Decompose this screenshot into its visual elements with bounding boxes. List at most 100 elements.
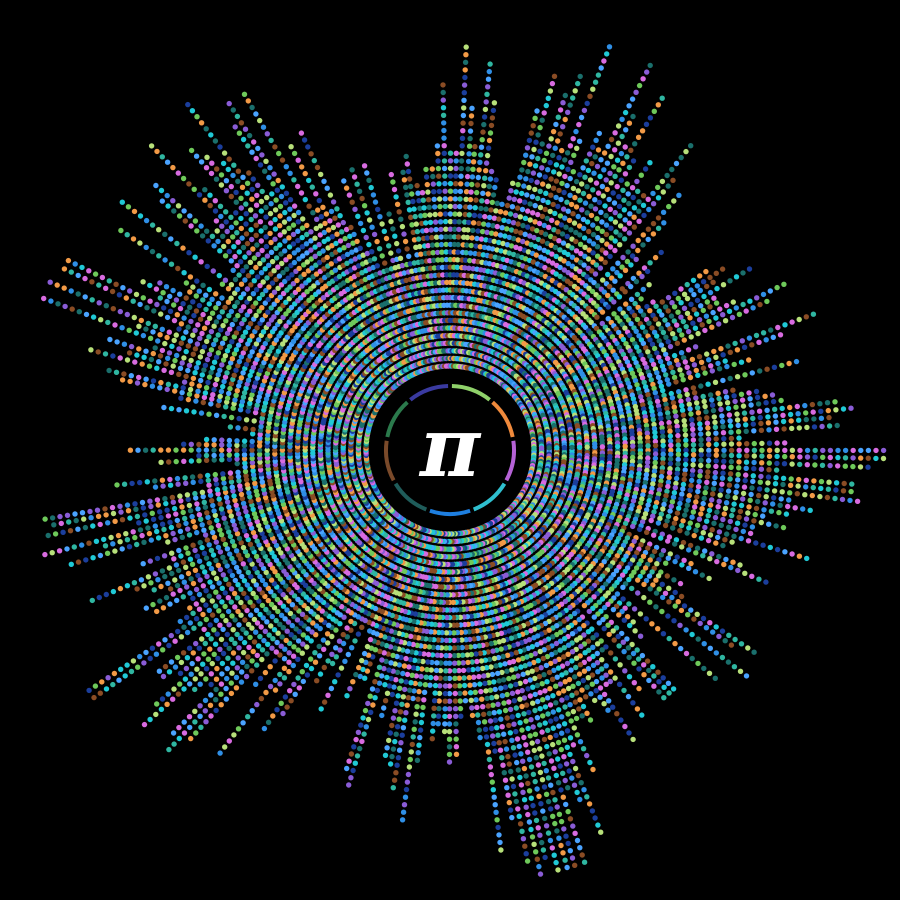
digit-dot	[295, 675, 301, 681]
digit-dot	[249, 668, 255, 674]
digit-dot	[773, 475, 779, 481]
digit-dot	[179, 389, 185, 396]
digit-dot	[232, 604, 238, 610]
digit-dot	[238, 599, 244, 606]
digit-dot	[219, 660, 226, 667]
digit-dot	[167, 519, 173, 525]
digit-dot	[530, 700, 536, 706]
digit-dot	[612, 656, 619, 662]
digit-dot	[707, 620, 713, 626]
digit-dot	[536, 673, 543, 680]
digit-dot	[672, 485, 678, 491]
digit-dot	[516, 743, 522, 750]
digit-dot	[563, 801, 569, 808]
digit-dot	[157, 598, 163, 604]
digit-dot	[166, 642, 172, 649]
digit-dot	[522, 678, 529, 685]
digit-dot	[64, 546, 70, 552]
digit-dot	[588, 691, 594, 697]
digit-dot	[257, 611, 263, 618]
digit-dot	[675, 447, 682, 453]
digit-dot	[732, 636, 738, 643]
digit-dot	[568, 667, 574, 673]
digit-dot	[518, 664, 524, 670]
digit-dot	[197, 681, 203, 687]
digit-dot	[698, 462, 704, 469]
digit-dot	[195, 656, 201, 662]
digit-dot	[374, 687, 380, 694]
digit-dot	[441, 728, 448, 735]
digit-dot	[154, 555, 161, 562]
digit-dot	[688, 560, 694, 567]
digit-dot	[660, 456, 666, 462]
digit-dot	[267, 664, 273, 670]
digit-dot	[594, 650, 600, 657]
digit-dot	[344, 625, 350, 631]
digit-dot	[126, 544, 133, 550]
digit-dot	[772, 481, 779, 487]
digit-dot	[220, 572, 226, 578]
digit-dot	[580, 746, 587, 752]
digit-dot	[526, 709, 532, 716]
digit-dot	[792, 505, 798, 511]
digit-dot	[584, 752, 590, 759]
digit-dot	[410, 734, 416, 740]
digit-dot	[537, 746, 543, 752]
digit-dot	[416, 742, 422, 748]
digit-dot	[572, 765, 579, 772]
digit-dot	[731, 533, 737, 539]
digit-dot	[742, 522, 748, 528]
digit-dot	[526, 819, 533, 825]
digit-dot	[811, 478, 817, 484]
digit-dot	[351, 744, 357, 750]
digit-dot	[835, 463, 841, 469]
digit-dot	[687, 542, 694, 549]
digit-dot	[497, 839, 503, 846]
digit-dot	[540, 808, 546, 814]
digit-dot	[244, 595, 250, 601]
digit-dot	[630, 736, 636, 743]
digit-dot	[671, 618, 677, 624]
digit-dot	[446, 728, 453, 735]
digit-dot	[452, 668, 458, 674]
digit-dot	[498, 685, 504, 691]
digit-dot	[491, 710, 497, 716]
digit-dot	[671, 490, 678, 496]
digit-dot	[675, 456, 681, 463]
digit-dot	[228, 599, 234, 605]
digit-dot	[220, 554, 226, 560]
digit-dot	[703, 625, 710, 631]
digit-dot	[221, 515, 227, 521]
digit-dot	[500, 762, 506, 768]
digit-dot	[418, 673, 424, 680]
digit-dot	[789, 454, 795, 460]
digit-dot	[121, 481, 128, 487]
digit-dot	[139, 499, 146, 506]
digit-dot	[677, 527, 683, 534]
digit-dot	[788, 476, 794, 482]
digit-dot	[156, 641, 162, 647]
digit-dot	[178, 395, 184, 401]
digit-dot	[774, 546, 781, 553]
digit-dot	[657, 515, 663, 522]
digit-dot	[537, 832, 543, 838]
digit-dot	[511, 674, 517, 680]
digit-dot	[626, 674, 633, 680]
digit-dot	[713, 463, 719, 470]
digit-dot	[308, 665, 315, 672]
digit-dot	[286, 650, 292, 656]
digit-dot	[641, 581, 647, 588]
digit-dot	[697, 620, 703, 627]
digit-dot	[417, 681, 423, 687]
digit-dot	[350, 767, 356, 774]
digit-dot	[495, 824, 501, 831]
digit-dot	[694, 522, 701, 528]
digit-dot	[673, 475, 680, 482]
digit-dot	[554, 804, 560, 810]
digit-dot	[263, 689, 269, 696]
digit-dot	[112, 548, 118, 554]
digit-dot	[663, 560, 669, 566]
digit-dot	[472, 689, 478, 695]
digit-dot	[818, 478, 825, 485]
digit-dot	[192, 567, 199, 573]
